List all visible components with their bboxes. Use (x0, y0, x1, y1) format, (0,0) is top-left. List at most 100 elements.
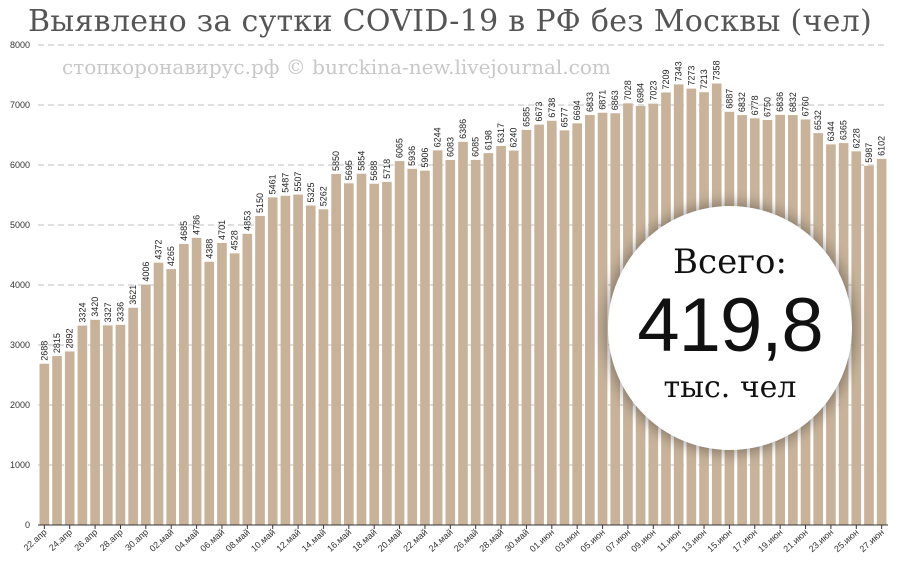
bar-value-label: 6102 (877, 136, 887, 156)
bar-value-label: 2815 (52, 333, 62, 353)
bar (445, 160, 456, 525)
bar (394, 161, 405, 525)
bar (420, 170, 430, 525)
bar (496, 145, 506, 526)
total-unit: тыс. чел (663, 370, 797, 405)
bar (204, 261, 215, 525)
bar-value-label: 6833 (585, 92, 595, 112)
total-label: Всего: (673, 242, 787, 282)
bar-value-label: 6532 (813, 110, 823, 130)
bar (521, 129, 532, 525)
bar-value-label: 5262 (318, 186, 328, 206)
bar (52, 356, 62, 525)
bar-value-label: 5325 (306, 182, 316, 202)
y-axis: 0 1000 2000 3000 4000 5000 6000 7000 8000 (10, 40, 30, 530)
bar (483, 153, 494, 525)
bar (546, 120, 557, 525)
bar (470, 159, 481, 525)
bar-value-label: 4265 (166, 246, 176, 266)
bar-value-label: 6198 (483, 130, 493, 150)
x-tick-label: 23.июн (807, 527, 835, 554)
bar-value-label: 4388 (204, 239, 214, 259)
bar-value-label: 4786 (192, 215, 202, 235)
bar (597, 112, 608, 526)
bar-value-label: 6778 (750, 95, 760, 115)
bar-value-label: 4685 (179, 221, 189, 241)
bar (255, 216, 265, 525)
y-tick-label: 1000 (10, 460, 30, 470)
bar (572, 123, 582, 526)
bar-value-label: 5906 (420, 148, 430, 168)
x-tick-label: 07.июн (604, 527, 632, 554)
bar-value-label: 3327 (103, 302, 113, 322)
bar (191, 237, 202, 525)
bar (64, 351, 75, 525)
x-tick-label: 30.май (503, 527, 531, 554)
x-tick-label: 04.май (173, 527, 201, 554)
bar (242, 233, 253, 525)
bar (432, 150, 443, 526)
bar-value-label: 6085 (471, 137, 481, 157)
bar-value-label: 7273 (686, 66, 696, 86)
bar-value-label: 6585 (521, 107, 531, 127)
bar (369, 183, 380, 525)
y-tick-label: 3000 (10, 340, 30, 350)
bar-value-label: 6863 (610, 90, 620, 110)
x-tick-label: 02.май (148, 527, 176, 554)
watermark-text: стопкоронавирус.рф © burckina-new.livejo… (62, 55, 611, 79)
bar-value-label: 6344 (826, 121, 836, 141)
bar (39, 363, 50, 525)
bar (318, 209, 329, 525)
bar-value-label: 6083 (445, 137, 455, 157)
bar-value-label: 5695 (344, 160, 354, 180)
x-tick-label: 12.май (274, 527, 302, 554)
bar (293, 194, 303, 525)
bar-value-label: 4853 (242, 211, 252, 231)
bar-value-label: 5850 (331, 151, 341, 171)
x-tick-label: 26.апр (72, 527, 99, 553)
bar (305, 205, 316, 525)
x-axis: 22.апр24.апр26.апр28.апр30.апр02.май04.м… (22, 525, 886, 554)
bar-value-label: 6694 (572, 100, 582, 120)
x-tick-label: 03.июн (553, 527, 581, 554)
bar-value-label: 6673 (534, 102, 544, 122)
y-tick-label: 5000 (10, 220, 30, 230)
bar-value-label: 3621 (128, 285, 138, 305)
bar-value-label: 7023 (648, 81, 658, 101)
bar-value-label: 6244 (433, 127, 443, 147)
bar-value-label: 3324 (77, 303, 87, 323)
bar-value-label: 6887 (724, 89, 734, 109)
bar-value-label: 6832 (788, 92, 798, 112)
x-tick-label: 06.май (198, 527, 226, 554)
bar (267, 197, 278, 525)
bar-value-label: 3420 (90, 297, 100, 317)
x-tick-label: 25.июн (832, 527, 860, 554)
bar (585, 115, 595, 526)
bar (864, 165, 874, 525)
bar-value-label: 6750 (762, 97, 772, 117)
bar-value-label: 4006 (141, 262, 151, 282)
bar (141, 284, 151, 525)
bar-value-label: 5507 (293, 172, 303, 192)
x-tick-label: 24.апр (47, 527, 74, 553)
bar (344, 183, 354, 526)
bar-value-label: 6317 (496, 123, 506, 143)
bar (508, 150, 519, 525)
y-tick-label: 7000 (10, 100, 30, 110)
bar (229, 253, 240, 525)
x-tick-label: 24.май (427, 527, 455, 554)
bar (382, 181, 392, 526)
bar (115, 324, 126, 525)
bar-value-label: 6577 (559, 107, 569, 127)
y-tick-label: 8000 (10, 40, 30, 50)
bar-value-label: 6984 (636, 83, 646, 103)
bar-value-label: 7343 (674, 61, 684, 81)
bar-value-label: 6228 (851, 128, 861, 148)
bar-value-label: 6386 (458, 119, 468, 139)
bar (280, 195, 291, 525)
x-tick-label: 08.май (224, 527, 252, 554)
x-tick-label: 13.июн (680, 527, 708, 554)
bar (331, 174, 341, 525)
